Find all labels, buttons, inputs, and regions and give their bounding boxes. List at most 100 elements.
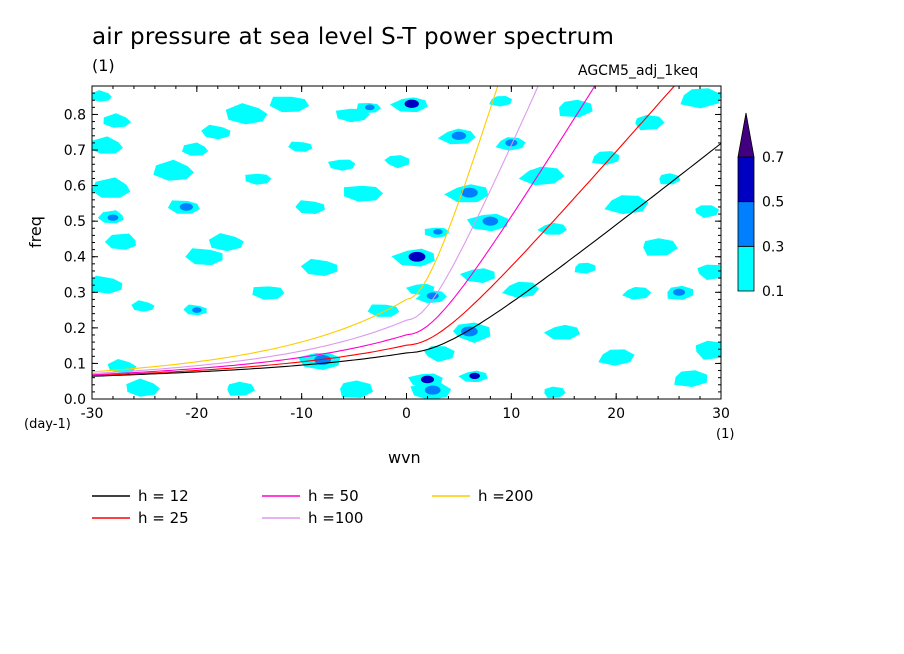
contour-core (461, 187, 478, 198)
legend-label: h =200 (478, 487, 533, 505)
colorbar-label: 0.3 (762, 239, 784, 255)
contour-patch (674, 370, 708, 387)
contour-patch (643, 238, 678, 256)
x-tick-label: -30 (81, 406, 104, 422)
contour-core (469, 372, 481, 380)
contour-patch (92, 136, 123, 154)
series-line (92, 86, 539, 375)
colorbar-segment (737, 245, 755, 292)
contour-patch (695, 340, 721, 360)
y-tick-label: 0.0 (64, 392, 86, 408)
contour-patch (384, 155, 410, 169)
contour-core (482, 216, 499, 226)
contour-patch (103, 113, 132, 128)
x-tick-label: 0 (402, 406, 411, 422)
contour-patch (622, 287, 652, 300)
y-tick-label: 0.8 (64, 107, 86, 123)
y-tick-label: 0.6 (64, 179, 86, 195)
contour-core (451, 131, 467, 140)
contour-patch (695, 205, 720, 218)
x-tick-label: -20 (185, 406, 208, 422)
legend-label: h = 25 (138, 509, 189, 527)
colorbar-label: 0.7 (762, 150, 784, 166)
contour-core (404, 99, 419, 108)
colorbar-extension (737, 112, 755, 158)
contour-patch (604, 195, 649, 215)
contour-core (107, 214, 119, 221)
contour-patch (697, 264, 721, 280)
contour-patch (227, 381, 256, 396)
contour-patch (328, 159, 356, 171)
x-tick-label: 20 (607, 406, 625, 422)
title-unit: (1) (92, 56, 115, 75)
series-line (92, 142, 721, 377)
contour-patches (92, 88, 721, 399)
contour-patch (269, 96, 310, 113)
contour-patch (92, 177, 131, 198)
contour-core (424, 385, 441, 395)
contour-patch (591, 151, 620, 165)
x-tick-label: 30 (712, 406, 730, 422)
contour-core (673, 288, 686, 296)
contour-patch (92, 275, 123, 294)
contour-patch (635, 115, 665, 131)
colorbar-label: 0.1 (762, 284, 784, 300)
legend-label: h = 50 (308, 487, 359, 505)
contour-patch (459, 268, 495, 283)
contour-patch (185, 248, 223, 266)
contour-patch (543, 324, 580, 340)
run-name: AGCM5_adj_1keq (578, 63, 699, 79)
x-axis-label: wvn (388, 448, 421, 467)
contour-patch (598, 349, 635, 366)
contour-patch (182, 142, 209, 156)
contour-patch (574, 262, 596, 274)
contour-core (461, 326, 478, 337)
chart-title: air pressure at sea level S-T power spec… (92, 24, 615, 50)
contour-patch (680, 88, 721, 109)
contour-patch (659, 173, 681, 185)
y-tick-label: 0.7 (64, 143, 86, 159)
contour-patch (295, 200, 325, 214)
x-tick-label: -10 (290, 406, 313, 422)
contour-patch (288, 141, 313, 152)
contour-patch (104, 233, 136, 250)
y-tick-label: 0.5 (64, 214, 86, 230)
dispersion-curves (92, 86, 721, 377)
y-tick-label: 0.4 (64, 250, 86, 266)
contour-patch (544, 386, 566, 399)
legend-label: h =100 (308, 509, 363, 527)
contour-patch (344, 185, 384, 202)
contour-core (433, 229, 443, 235)
x-tick-label: 10 (502, 406, 520, 422)
contour-patch (559, 99, 593, 118)
series-line (92, 86, 499, 373)
colorbar-segment (737, 156, 755, 203)
contour-core (420, 375, 435, 384)
contour-patch (335, 108, 370, 123)
axes: -30 -20 -10 0 10 20 30 0.0 0.1 0.2 0.3 0.4 0.5 0.6 0.7… (64, 86, 730, 422)
legend-label: h = 12 (138, 487, 189, 505)
y-tick-label: 0.3 (64, 285, 86, 301)
contour-patch (153, 159, 194, 181)
series-line (92, 86, 596, 376)
y-tick-label: 0.2 (64, 321, 86, 337)
contour-patch (340, 380, 373, 398)
contour-patch (502, 281, 539, 298)
series-line (92, 86, 676, 377)
y-axis-unit: (day-1) (24, 417, 71, 432)
contour-patch (489, 96, 513, 107)
contour-patch (245, 173, 272, 185)
contour-patch (126, 378, 160, 397)
contour-core (314, 354, 332, 365)
contour-patch (424, 346, 455, 362)
colorbar: 0.1 0.3 0.5 0.7 (737, 112, 784, 300)
contour-patch (518, 166, 565, 186)
contour-patch (208, 233, 244, 252)
contour-core (365, 104, 375, 111)
contour-core (408, 251, 426, 262)
contour-patch (537, 222, 567, 235)
contour-patch (92, 90, 112, 102)
contour-patch (201, 124, 231, 140)
contour-patch (225, 103, 268, 125)
